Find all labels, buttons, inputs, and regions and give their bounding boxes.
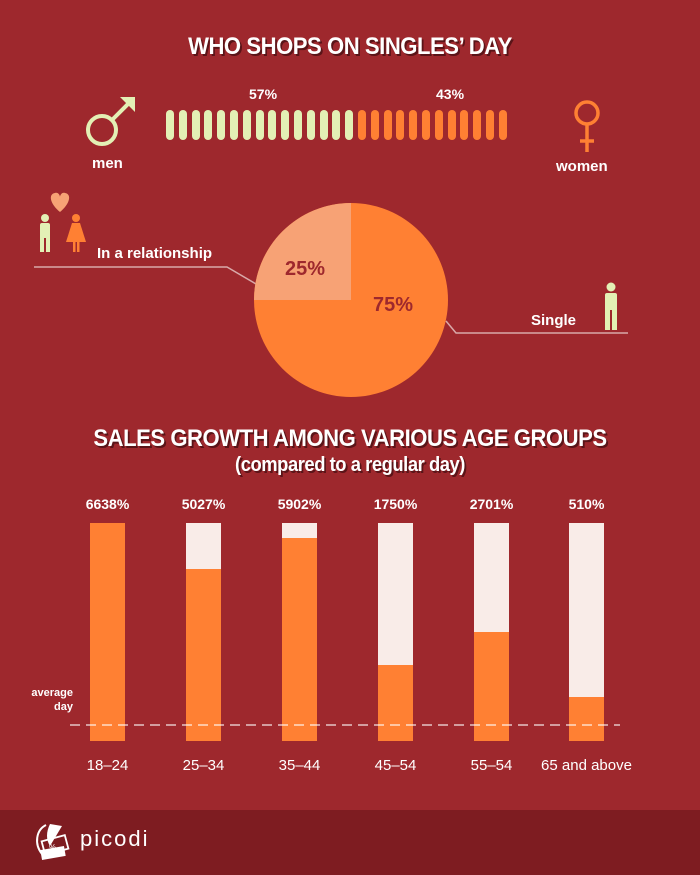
men-tick <box>268 110 277 140</box>
couple-heart-icon <box>40 192 86 252</box>
women-tick <box>485 110 494 140</box>
women-percent: 43% <box>436 86 465 102</box>
age-bar <box>186 523 221 741</box>
age-bar-fill <box>378 664 413 741</box>
age-bar-fill <box>282 538 317 741</box>
men-tick <box>332 110 341 140</box>
age-bar-value: 510% <box>568 496 605 512</box>
brand-name: picodi <box>80 826 150 851</box>
men-tick <box>293 110 302 140</box>
male-symbol-icon <box>86 97 135 146</box>
age-bar <box>378 523 413 741</box>
svg-text:%: % <box>49 843 56 852</box>
women-tick <box>383 110 392 140</box>
average-day-line <box>70 724 620 726</box>
women-tick <box>498 110 507 140</box>
average-day-label: average day <box>18 686 73 714</box>
age-bar <box>474 523 509 741</box>
women-label: women <box>556 158 608 175</box>
men-tick <box>306 110 315 140</box>
gender-ratio-bar <box>166 110 507 140</box>
women-tick <box>409 110 418 140</box>
relationship-pie-chart <box>34 203 628 397</box>
age-bar-fill <box>186 568 221 741</box>
relationship-label: In a relationship <box>97 245 213 262</box>
average-label-line1: average <box>31 687 73 699</box>
men-tick <box>345 110 354 140</box>
single-label: Single <box>531 312 577 329</box>
age-bar <box>569 523 604 741</box>
age-bar-value: 1750% <box>373 496 418 512</box>
age-bar-value: 6638% <box>85 496 130 512</box>
women-tick <box>421 110 430 140</box>
men-tick <box>178 110 187 140</box>
women-tick <box>370 110 379 140</box>
men-tick <box>229 110 238 140</box>
men-label: men <box>92 155 123 172</box>
men-tick <box>281 110 290 140</box>
age-bar <box>282 523 317 741</box>
men-tick <box>217 110 226 140</box>
men-tick <box>191 110 200 140</box>
women-tick <box>396 110 405 140</box>
women-tick <box>473 110 482 140</box>
title-who-shops: WHO SHOPS ON SINGLES’ DAY <box>188 33 512 60</box>
relationship-percent: 25% <box>285 258 326 280</box>
picodi-logo-icon: % <box>36 824 70 861</box>
age-bar <box>90 523 125 741</box>
age-group-label: 35–44 <box>278 757 321 774</box>
age-group-label: 55–54 <box>470 757 513 774</box>
age-bar-value: 5027% <box>181 496 226 512</box>
men-tick <box>255 110 264 140</box>
age-group-label: 45–54 <box>374 757 417 774</box>
single-person-icon <box>605 282 617 330</box>
age-group-label: 65 and above <box>541 757 632 774</box>
men-tick <box>166 110 174 140</box>
average-label-line2: day <box>54 701 73 713</box>
age-group-label: 25–34 <box>182 757 225 774</box>
title-sales-growth: SALES GROWTH AMONG VARIOUS AGE GROUPS <box>93 425 607 452</box>
men-tick <box>204 110 213 140</box>
women-tick <box>434 110 443 140</box>
men-tick <box>319 110 328 140</box>
footer <box>0 810 700 875</box>
men-tick <box>242 110 251 140</box>
female-symbol-icon <box>574 100 600 152</box>
age-bar-fill <box>474 632 509 741</box>
age-bar-fill <box>90 523 125 741</box>
age-bar-value: 2701% <box>469 496 514 512</box>
women-tick <box>460 110 469 140</box>
subtitle-sales-growth: (compared to a regular day) <box>235 454 465 476</box>
women-tick <box>357 110 366 140</box>
women-tick <box>447 110 456 140</box>
age-bar-value: 5902% <box>277 496 322 512</box>
age-group-label: 18–24 <box>86 757 129 774</box>
age-bar-fill <box>569 697 604 741</box>
single-percent: 75% <box>373 294 414 316</box>
men-percent: 57% <box>249 86 278 102</box>
